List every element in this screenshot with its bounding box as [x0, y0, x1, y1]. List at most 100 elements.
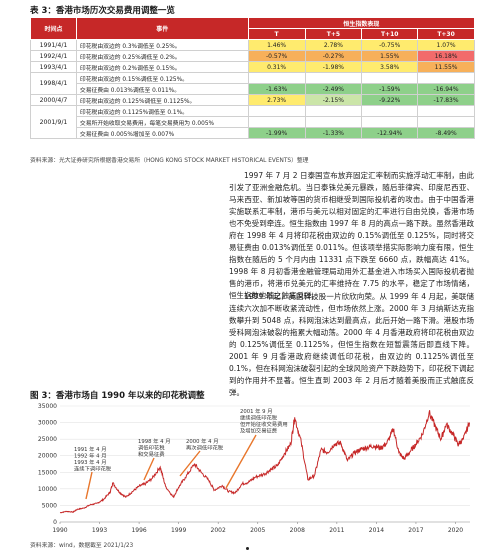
cell-spacer — [417, 72, 475, 84]
cell-t10: -12.94% — [361, 127, 419, 139]
cell-t5: -1.98% — [304, 61, 363, 73]
row-event: 印花税由双边的 0.1125%调低至 0.1%。 — [75, 105, 249, 117]
y-tick-label: 20000 — [38, 453, 57, 460]
x-tick-label: 2005 — [250, 527, 265, 534]
cell-t10: -0.75% — [361, 39, 419, 51]
cell-t: 1.46% — [247, 39, 306, 51]
cell-t10: 3.58% — [361, 61, 419, 73]
cell-t30: -16.94% — [417, 83, 475, 95]
header-t30: T+30 — [417, 28, 475, 40]
table-row: 交易所开始收取交易费用，每笔交易费用为 0.005% — [31, 116, 475, 128]
page-dot — [246, 547, 249, 550]
annotation-4-line-2: 继续调低印花税 — [240, 414, 278, 422]
row-event: 交易征费由 0.005%增加至 0.007% — [75, 127, 249, 139]
x-tick-label: 1999 — [171, 527, 186, 534]
annotation-1-line-1: 1991 年 4 月 — [74, 445, 107, 453]
y-tick-label: 30000 — [38, 420, 57, 427]
table-title: 表 3：香港市场历次交易费用调整一览 — [30, 6, 175, 16]
table-source: 资料来源：光大证券研究所根据香港交易所（HONG KONG STOCK MARK… — [30, 158, 309, 164]
cell-t5: 2.78% — [304, 39, 363, 51]
cell-spacer — [417, 105, 475, 117]
annotation-3-line-1: 2000 年 4 月 — [186, 437, 219, 445]
cell-t30: 1.07% — [417, 39, 475, 51]
row-event: 印花税由双边的 0.25%调低至 0.2%。 — [75, 50, 249, 62]
annotation-1998: 1998 年 4 月 调低印花税 和交易征费 — [138, 437, 171, 481]
cell-t5: -2.49% — [304, 83, 363, 95]
x-tick-label: 2008 — [290, 527, 305, 534]
paragraph-asian-crisis: 1997 年 7 月 2 日泰国宣布放弃固定汇率制而实施浮动汇率制，由此引发了亚… — [229, 171, 474, 300]
hsi-stamp-duty-chart: 0 5000 10000 15000 20000 25000 30000 35000 1990… — [38, 403, 470, 534]
row-event: 交易征费由 0.013%调低至 0.011%。 — [75, 83, 249, 95]
x-tick-label: 1993 — [92, 527, 107, 534]
row-event: 印花税由双边的 0.2%调低至 0.15%。 — [75, 61, 249, 73]
cell-t5: -2.15% — [304, 94, 363, 106]
row-date: 1992/4/1 — [30, 50, 77, 62]
cell-spacer — [417, 116, 475, 128]
cell-t5: -0.27% — [304, 50, 363, 62]
cell-spacer — [304, 72, 363, 84]
x-tick-label: 1996 — [131, 527, 146, 534]
annotation-2001: 2001 年 9 月 继续调低印花税 但开始征收交易费用 及增加交易征费 — [225, 407, 288, 489]
table-row: 交易征费由 0.013%调低至 0.011%。 -1.63% -2.49% -1… — [31, 83, 475, 95]
x-tick-label: 2002 — [211, 527, 226, 534]
y-axis-ticks: 0 5000 10000 15000 20000 25000 30000 35000 — [38, 403, 57, 526]
fee-adjustment-table: 时间点 事件 恒生指数表现 T T+5 T+10 T+30 1991/4/1 印… — [30, 17, 476, 139]
cell-t30: 16.18% — [417, 50, 475, 62]
annotation-2000: 2000 年 4 月 再次调低印花税 — [179, 437, 224, 477]
row-event: 印花税由双边的 0.3%调低至 0.25%。 — [75, 39, 249, 51]
annotation-3-line-2: 再次调低印花税 — [186, 444, 224, 452]
cell-spacer — [247, 116, 306, 128]
row-date: 1993/4/1 — [30, 61, 77, 73]
row-date: 2000/4/7 — [30, 94, 77, 106]
row-date: 1991/4/1 — [30, 39, 77, 51]
table-row: 1991/4/1 印花税由双边的 0.3%调低至 0.25%。 1.46% 2.… — [30, 39, 475, 51]
annotation-4-line-4: 及增加交易征费 — [240, 427, 277, 435]
header-event: 事件 — [75, 17, 249, 40]
row-event: 印花税由双边的 0.15%调低至 0.125%。 — [75, 72, 249, 84]
annotation-4-arrow — [225, 434, 257, 489]
x-tick-label: 2011 — [329, 527, 344, 534]
annotation-1991-1993: 1991 年 4 月 1992 年 4 月 1993 年 4 月 连续下调印花税 — [74, 445, 112, 500]
y-tick-label: 35000 — [38, 403, 57, 410]
cell-t5: -1.33% — [304, 127, 363, 139]
annotation-2-arrow — [143, 457, 155, 481]
annotation-1-line-2: 1992 年 4 月 — [74, 452, 107, 460]
annotation-1-line-4: 连续下调印花税 — [74, 465, 112, 473]
paragraph-tech-bubble: 1999 年起，美国科技股一片欣欣向荣。从 1999 年 4 月起，美联储连续六… — [229, 292, 474, 397]
cell-t: -0.57% — [247, 50, 306, 62]
row-event: 印花税由双边的 0.125%调低至 0.1125%。 — [75, 94, 249, 106]
cell-t10: 1.55% — [361, 50, 419, 62]
header-date: 时间点 — [30, 17, 77, 40]
y-tick-label: 15000 — [38, 469, 57, 476]
cell-t: -1.63% — [247, 83, 306, 95]
figure-source: 资料来源：wind，数据截至 2021/1/23 — [30, 543, 134, 549]
annotation-2-line-2: 调低印花税 — [138, 444, 165, 452]
y-tick-label: 5000 — [42, 502, 57, 509]
cell-spacer — [247, 105, 306, 117]
y-tick-label: 0 — [53, 519, 57, 526]
cell-t30: -17.83% — [417, 94, 475, 106]
annotation-1-arrow — [85, 471, 93, 500]
annotation-2-line-3: 和交易征费 — [138, 450, 165, 458]
annotation-4-line-1: 2001 年 9 月 — [240, 407, 273, 415]
cell-spacer — [361, 116, 419, 128]
x-tick-label: 1990 — [52, 527, 67, 534]
cell-spacer — [361, 72, 419, 84]
table-row: 1993/4/1 印花税由双边的 0.2%调低至 0.15%。 0.31% -1… — [30, 61, 475, 73]
header-t: T — [247, 28, 306, 40]
table-row: 1998/4/1 印花税由双边的 0.15%调低至 0.125%。 — [30, 72, 475, 95]
table-row: 交易征费由 0.005%增加至 0.007% -1.99% -1.33% -12… — [31, 127, 475, 139]
y-tick-label: 25000 — [38, 436, 57, 443]
x-axis-ticks: 1990 1993 1996 1999 2002 2005 2008 2011 2014 2017… — [52, 522, 463, 534]
annotation-3-arrow — [179, 450, 201, 477]
cell-t: 0.31% — [247, 61, 306, 73]
header-t10: T+10 — [361, 28, 419, 40]
header-t5: T+5 — [304, 28, 363, 40]
annotation-1-line-3: 1993 年 4 月 — [74, 458, 107, 466]
cell-t30: -8.49% — [417, 127, 475, 139]
cell-spacer — [304, 105, 363, 117]
cell-t: -1.99% — [247, 127, 306, 139]
figure-title: 图 3：香港市场自 1990 年以来的印花税调整 — [30, 391, 205, 401]
annotation-4-line-3: 但开始征收交易费用 — [240, 420, 288, 428]
annotation-2-line-1: 1998 年 4 月 — [138, 437, 171, 445]
